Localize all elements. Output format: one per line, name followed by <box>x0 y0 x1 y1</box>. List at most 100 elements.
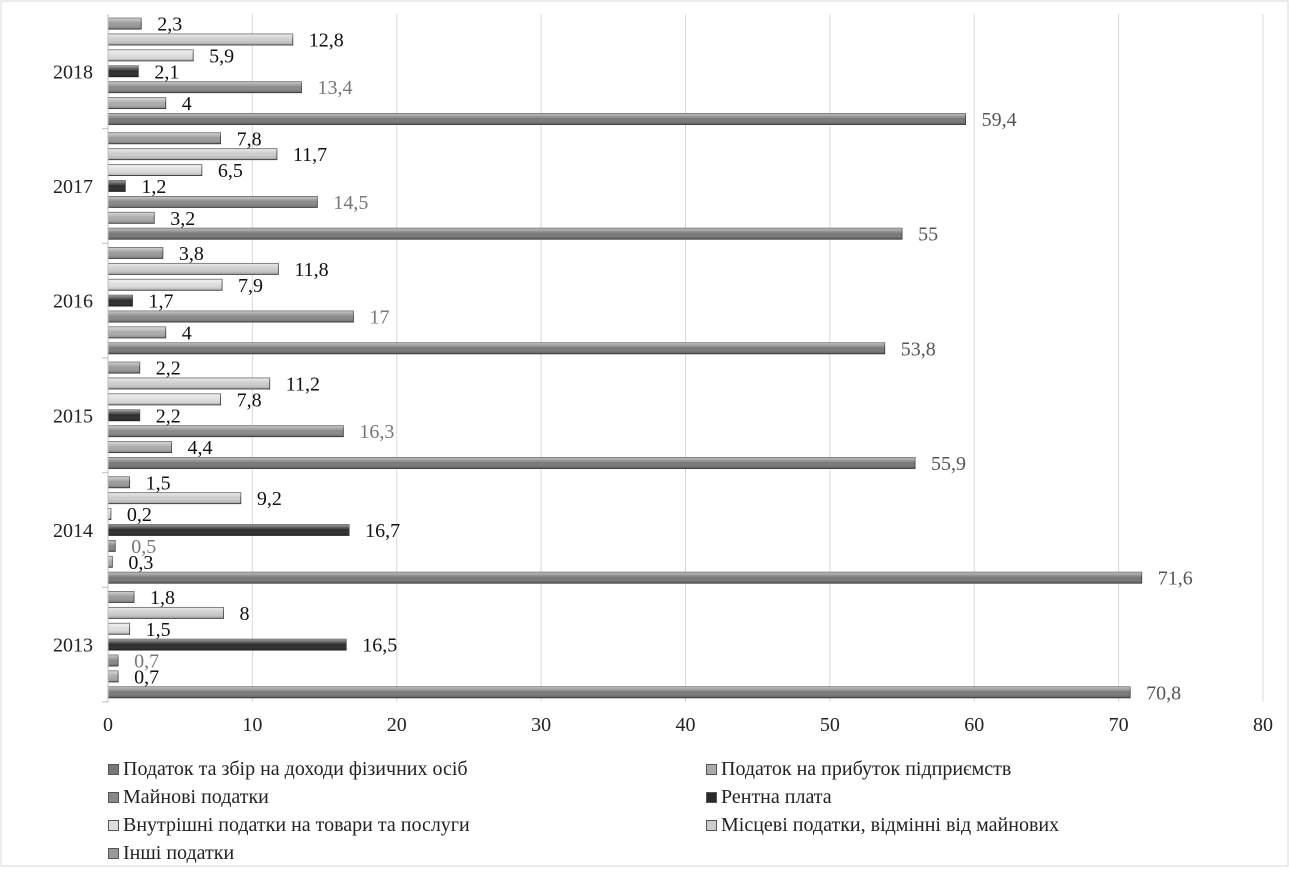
x-tick-label: 70 <box>1109 714 1129 736</box>
x-tick-label: 60 <box>964 714 984 736</box>
x-tick-label: 0 <box>103 714 113 736</box>
data-label: 59,4 <box>982 109 1017 131</box>
bar-shade <box>108 97 166 109</box>
x-tick-label: 10 <box>242 714 262 736</box>
bar-shade <box>108 49 194 61</box>
data-label: 1,8 <box>150 587 175 609</box>
data-label: 1,5 <box>146 472 171 494</box>
legend-swatch <box>706 792 717 803</box>
x-tick-label: 50 <box>820 714 840 736</box>
y-category-label: 2018 <box>53 61 93 83</box>
legend-label: Податок на прибуток підприємств <box>721 758 1012 780</box>
data-label: 55 <box>918 224 938 246</box>
data-label: 13,4 <box>317 77 352 99</box>
data-label: 12,8 <box>309 30 344 52</box>
data-label: 0,7 <box>134 651 159 673</box>
bar-shade <box>108 623 130 635</box>
bar-shade <box>108 65 139 77</box>
legend-swatch <box>108 792 119 803</box>
bar-shade <box>108 524 350 536</box>
y-category-label: 2016 <box>53 291 93 313</box>
bar-shade <box>108 326 166 338</box>
bar-shade <box>108 639 347 651</box>
y-category-label: 2017 <box>53 176 93 198</box>
bar-shade <box>108 378 270 390</box>
bar-shade <box>108 212 155 224</box>
legend-swatch <box>108 848 119 859</box>
bar-shade <box>108 655 119 667</box>
data-label: 1,5 <box>146 619 171 641</box>
legend-label: Майнові податки <box>123 786 269 808</box>
bar-shade <box>108 295 133 307</box>
y-axis: 2013 2014 2015 2016 2017 2018 <box>53 14 109 703</box>
data-label: 0,5 <box>131 536 156 558</box>
bar-shade <box>108 247 163 259</box>
legend-item: Інші податки <box>108 842 234 865</box>
x-tick-label: 40 <box>676 714 696 736</box>
data-label: 17 <box>369 307 389 329</box>
bar-shade <box>108 393 221 405</box>
bar-shade <box>108 607 224 619</box>
data-label: 3,8 <box>179 243 204 265</box>
data-label: 11,7 <box>293 144 327 166</box>
data-label: 16,5 <box>362 635 397 657</box>
bar-shade <box>108 81 302 93</box>
bar-shade <box>108 34 293 46</box>
data-label: 2,3 <box>157 14 182 36</box>
data-label: 11,2 <box>286 374 320 396</box>
bar-shade <box>108 164 202 176</box>
bar-shade <box>108 311 354 323</box>
bar-shade <box>108 263 279 275</box>
x-tick-label: 20 <box>387 714 407 736</box>
data-labels-group: 70,8 0,70,7 16,5 1,5 8 1,8 71,6 0,30,5 16,7 0,2 9,… <box>127 14 1193 705</box>
bar-shade <box>108 686 1131 698</box>
data-label: 4,4 <box>188 437 213 459</box>
legend-item: Податок та збір на доходи фізичних осіб <box>108 758 468 781</box>
x-axis: 0 10 20 30 40 50 60 70 80 <box>103 714 1273 736</box>
bar-shade <box>108 196 318 208</box>
data-label: 53,8 <box>901 338 936 360</box>
data-label: 11,8 <box>294 259 328 281</box>
legend-swatch <box>706 764 717 775</box>
data-label: 71,6 <box>1158 568 1193 590</box>
bar-shade <box>108 476 130 488</box>
data-label: 14,5 <box>333 192 368 214</box>
data-label: 70,8 <box>1146 682 1181 704</box>
legend-label: Інші податки <box>123 842 235 864</box>
bar-shade <box>108 132 221 144</box>
y-category-label: 2014 <box>53 520 93 542</box>
bar-shade <box>108 113 966 125</box>
bar-shade <box>108 409 140 421</box>
legend-item: Внутрішні податки на товари та послуги <box>108 814 470 837</box>
data-label: 0,7 <box>134 666 159 688</box>
bar-shade <box>108 148 277 160</box>
bar-shade <box>108 180 126 192</box>
data-label: 8 <box>240 603 250 625</box>
bar-shade <box>108 279 223 291</box>
data-label: 16,7 <box>365 520 400 542</box>
data-label: 2,2 <box>156 358 181 380</box>
data-label: 1,2 <box>141 176 166 198</box>
bar-shade <box>108 342 885 354</box>
data-label: 5,9 <box>209 45 234 67</box>
y-category-label: 2013 <box>53 635 93 657</box>
bar-shade <box>108 540 116 552</box>
data-label: 9,2 <box>257 488 282 510</box>
data-label: 2,2 <box>156 405 181 427</box>
data-label: 0,3 <box>128 552 153 574</box>
legend-label: Внутрішні податки на товари та послуги <box>123 814 470 836</box>
gridlines <box>251 14 1264 702</box>
data-label: 0,2 <box>127 504 152 526</box>
data-label: 7,9 <box>238 275 263 297</box>
bar-shade <box>108 572 1142 584</box>
bar-shade <box>108 441 172 453</box>
data-label: 3,2 <box>170 208 195 230</box>
data-label: 55,9 <box>931 453 966 475</box>
bar-shade <box>108 670 119 682</box>
data-label: 7,8 <box>237 128 262 150</box>
x-tick-label: 30 <box>531 714 551 736</box>
bar-shade <box>108 492 241 504</box>
